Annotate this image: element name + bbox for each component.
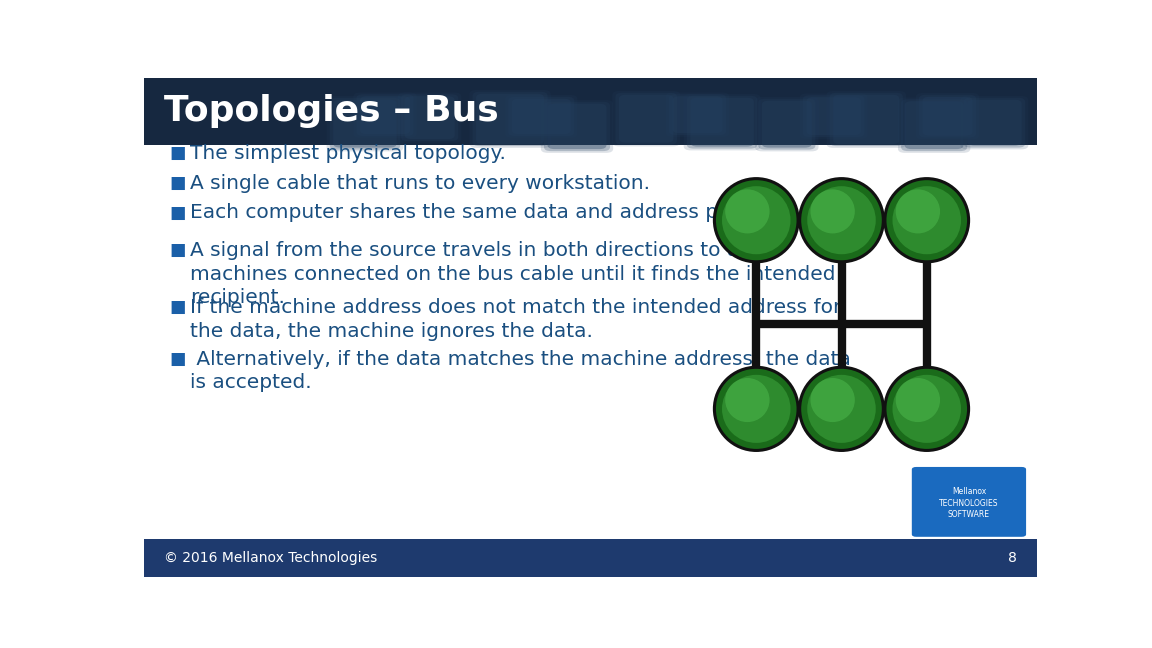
- FancyBboxPatch shape: [755, 97, 819, 152]
- Ellipse shape: [884, 365, 970, 452]
- Ellipse shape: [893, 375, 961, 443]
- Ellipse shape: [811, 378, 855, 422]
- FancyBboxPatch shape: [472, 92, 547, 146]
- FancyBboxPatch shape: [826, 91, 905, 148]
- Ellipse shape: [886, 369, 967, 449]
- FancyBboxPatch shape: [547, 104, 606, 149]
- Ellipse shape: [722, 186, 790, 254]
- FancyBboxPatch shape: [397, 93, 462, 143]
- Ellipse shape: [811, 189, 855, 233]
- Text: Topologies – Bus: Topologies – Bus: [164, 95, 499, 128]
- Text: © 2016 Mellanox Technologies: © 2016 Mellanox Technologies: [164, 551, 377, 565]
- FancyBboxPatch shape: [901, 99, 968, 151]
- FancyBboxPatch shape: [833, 95, 900, 144]
- FancyBboxPatch shape: [799, 93, 867, 139]
- Text: Mellanox
TECHNOLOGIES
SOFTWARE: Mellanox TECHNOLOGIES SOFTWARE: [939, 487, 999, 519]
- Text: ■: ■: [169, 242, 185, 259]
- FancyBboxPatch shape: [806, 97, 861, 135]
- Ellipse shape: [722, 375, 790, 443]
- FancyBboxPatch shape: [919, 95, 976, 137]
- Ellipse shape: [896, 189, 940, 233]
- Text: ■: ■: [169, 298, 185, 316]
- FancyBboxPatch shape: [615, 93, 677, 145]
- FancyBboxPatch shape: [544, 102, 611, 151]
- Text: A signal from the source travels in both directions to all
machines connected on: A signal from the source travels in both…: [190, 242, 836, 307]
- FancyBboxPatch shape: [904, 101, 963, 149]
- FancyBboxPatch shape: [912, 467, 1026, 537]
- Ellipse shape: [884, 177, 970, 263]
- FancyBboxPatch shape: [144, 539, 1037, 577]
- FancyBboxPatch shape: [354, 93, 417, 138]
- Ellipse shape: [896, 378, 940, 422]
- Ellipse shape: [801, 180, 881, 260]
- FancyBboxPatch shape: [505, 95, 577, 138]
- FancyBboxPatch shape: [916, 93, 979, 139]
- Text: ■: ■: [169, 203, 185, 222]
- FancyBboxPatch shape: [669, 94, 726, 135]
- FancyBboxPatch shape: [401, 94, 458, 141]
- FancyBboxPatch shape: [619, 95, 674, 143]
- FancyBboxPatch shape: [758, 98, 816, 150]
- Ellipse shape: [808, 375, 876, 443]
- FancyBboxPatch shape: [897, 97, 970, 153]
- FancyBboxPatch shape: [923, 97, 972, 135]
- Ellipse shape: [808, 186, 876, 254]
- FancyBboxPatch shape: [968, 100, 1022, 146]
- Ellipse shape: [801, 369, 881, 449]
- FancyBboxPatch shape: [673, 96, 722, 133]
- FancyBboxPatch shape: [144, 78, 1037, 145]
- Ellipse shape: [798, 177, 885, 263]
- FancyBboxPatch shape: [666, 93, 729, 137]
- FancyBboxPatch shape: [361, 96, 410, 134]
- Ellipse shape: [715, 369, 796, 449]
- Text: A single cable that runs to every workstation.: A single cable that runs to every workst…: [190, 174, 651, 192]
- Text: ■: ■: [169, 174, 185, 192]
- Text: 8: 8: [1008, 551, 1017, 565]
- Ellipse shape: [726, 378, 770, 422]
- FancyBboxPatch shape: [690, 98, 753, 146]
- FancyBboxPatch shape: [469, 90, 551, 148]
- Text: Alternatively, if the data matches the machine address, the data
is accepted.: Alternatively, if the data matches the m…: [190, 350, 851, 392]
- Text: Each computer shares the same data and address path.: Each computer shares the same data and a…: [190, 203, 758, 222]
- FancyBboxPatch shape: [540, 100, 613, 153]
- FancyBboxPatch shape: [683, 94, 760, 150]
- Ellipse shape: [713, 177, 799, 263]
- FancyBboxPatch shape: [761, 100, 812, 148]
- FancyBboxPatch shape: [356, 94, 414, 136]
- FancyBboxPatch shape: [687, 96, 757, 148]
- Ellipse shape: [886, 180, 967, 260]
- Ellipse shape: [715, 180, 796, 260]
- Ellipse shape: [798, 365, 885, 452]
- FancyBboxPatch shape: [404, 96, 455, 139]
- Text: The simplest physical topology.: The simplest physical topology.: [190, 144, 506, 163]
- FancyBboxPatch shape: [961, 96, 1029, 149]
- Ellipse shape: [726, 189, 770, 233]
- Text: If the machine address does not match the intended address for
the data, the mac: If the machine address does not match th…: [190, 298, 842, 341]
- FancyBboxPatch shape: [329, 98, 400, 150]
- FancyBboxPatch shape: [803, 95, 864, 137]
- FancyBboxPatch shape: [511, 98, 570, 134]
- FancyBboxPatch shape: [476, 94, 544, 144]
- Text: ■: ■: [169, 144, 185, 161]
- Ellipse shape: [713, 365, 799, 452]
- FancyBboxPatch shape: [829, 93, 903, 146]
- FancyBboxPatch shape: [612, 91, 680, 146]
- FancyBboxPatch shape: [326, 96, 403, 152]
- Text: ■: ■: [169, 350, 185, 367]
- FancyBboxPatch shape: [508, 97, 575, 136]
- Ellipse shape: [893, 186, 961, 254]
- FancyBboxPatch shape: [963, 98, 1025, 148]
- FancyBboxPatch shape: [333, 100, 396, 148]
